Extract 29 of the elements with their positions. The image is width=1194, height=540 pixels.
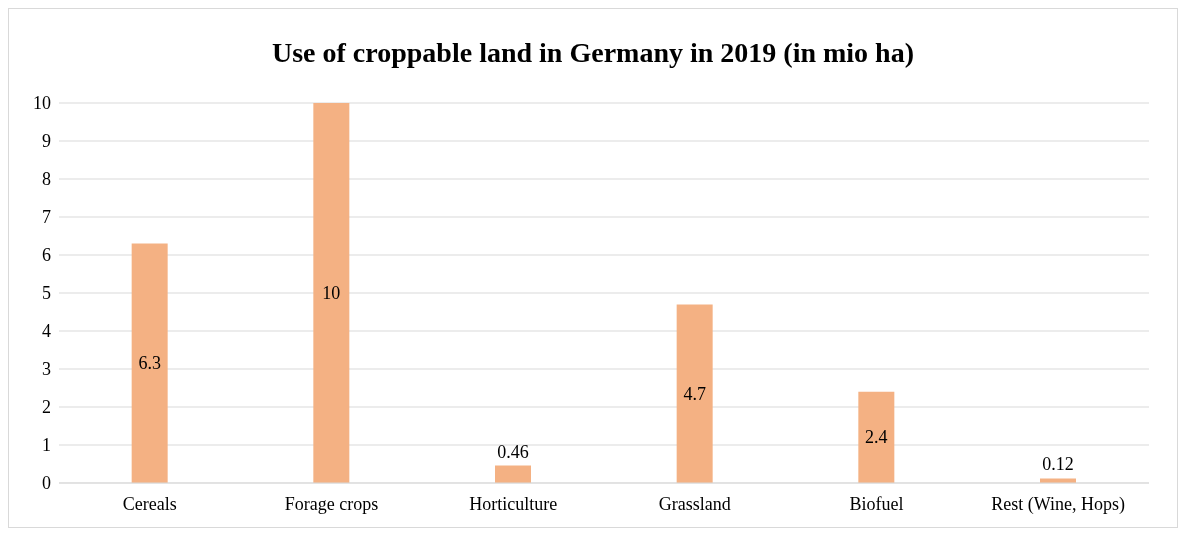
- chart-title: Use of croppable land in Germany in 2019 (in mio ha): [271, 36, 915, 70]
- data-label: 4.7: [683, 383, 706, 404]
- x-tick-label: Cereals: [122, 493, 177, 514]
- y-tick-label: 5: [42, 283, 51, 304]
- y-tick-label: 8: [42, 169, 51, 190]
- bar: [495, 465, 531, 483]
- y-tick-label: 4: [42, 321, 51, 342]
- x-tick-label: Forage crops: [284, 493, 379, 514]
- x-tick-label: Horticulture: [469, 493, 558, 514]
- y-tick-label: 0: [42, 473, 51, 494]
- data-label: 6.3: [138, 353, 161, 374]
- x-tick-label: Biofuel: [849, 493, 904, 514]
- x-tick-label: Rest (Wine, Hops): [991, 493, 1126, 515]
- y-tick-label: 3: [42, 359, 51, 380]
- bar: [676, 304, 713, 483]
- data-label: 2.4: [865, 427, 888, 448]
- bar: [313, 103, 350, 483]
- data-label: 0.46: [497, 441, 529, 462]
- y-tick-label: 9: [42, 131, 51, 152]
- y-tick-label: 6: [42, 245, 51, 266]
- data-label: 0.12: [1042, 454, 1074, 475]
- y-tick-label: 1: [42, 435, 51, 456]
- y-tick-label: 10: [33, 93, 51, 114]
- y-tick-label: 2: [42, 397, 51, 418]
- x-tick-label: Grassland: [658, 493, 731, 514]
- y-tick-label: 7: [42, 207, 51, 228]
- data-label: 10: [322, 283, 341, 303]
- bar: [858, 391, 895, 483]
- bar: [131, 243, 168, 483]
